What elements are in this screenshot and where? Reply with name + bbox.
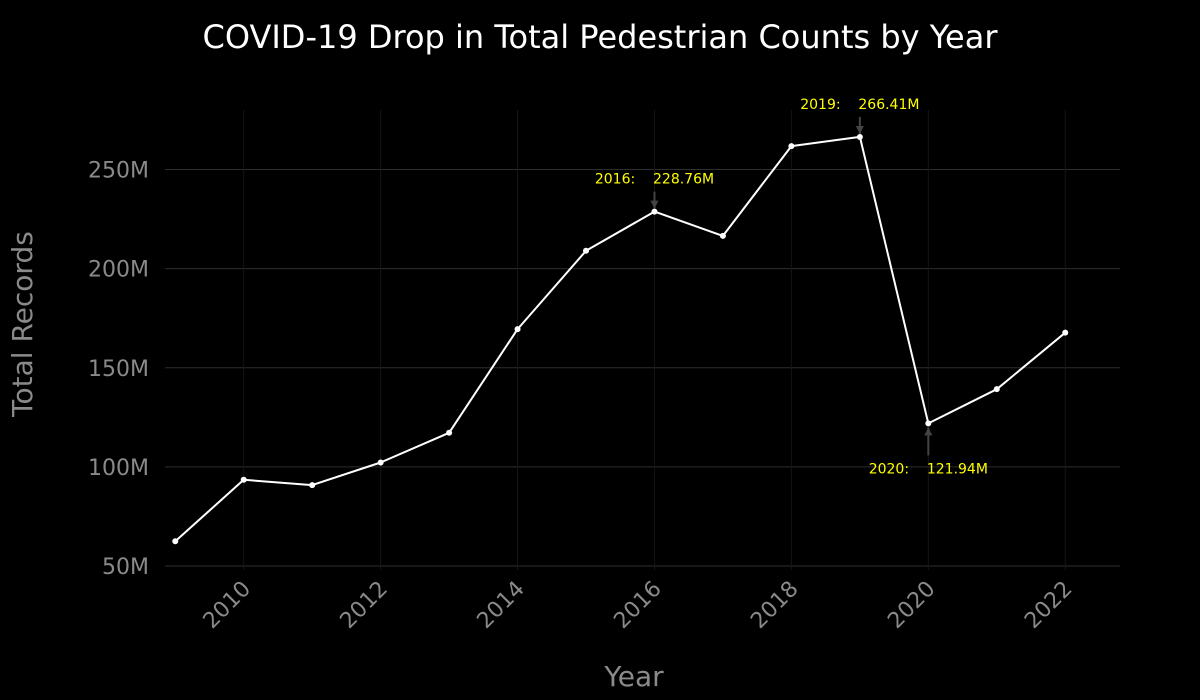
data-point	[583, 247, 590, 254]
annotation-label: 2019: 266.41M	[800, 97, 919, 113]
data-points	[172, 133, 1069, 545]
y-tick-label: 100M	[88, 456, 149, 481]
series-line-layer	[174, 135, 1066, 543]
y-axis-title: Total Records	[6, 231, 39, 418]
data-point	[788, 143, 795, 150]
annotation-label: 2020: 121.94M	[869, 461, 988, 477]
data-point	[1062, 329, 1069, 336]
data-point	[651, 208, 658, 215]
annotation-arrowhead	[924, 427, 933, 436]
data-point	[240, 476, 247, 483]
data-point	[719, 232, 726, 239]
data-point	[856, 133, 863, 140]
annotation-arrowhead	[855, 125, 864, 134]
chart-title: COVID-19 Drop in Total Pedestrian Counts…	[203, 18, 999, 56]
data-point	[514, 326, 521, 333]
x-axis-title: Year	[603, 660, 664, 693]
y-tick-label: 200M	[88, 258, 149, 283]
gridlines	[165, 110, 1120, 570]
y-tick-label: 50M	[102, 555, 149, 580]
series-line	[174, 135, 1066, 543]
data-point	[446, 429, 453, 436]
annotation-arrowhead	[650, 200, 659, 209]
annotations: 2016: 228.76M 2019: 266.41M 2020: 121.94M	[595, 97, 988, 477]
y-tick-label: 250M	[88, 158, 149, 183]
y-axis-ticks: 50M 100M 150M 200M 250M	[88, 158, 149, 580]
annotation-label: 2016: 228.76M	[595, 172, 714, 188]
data-point	[309, 482, 316, 489]
y-tick-label: 150M	[88, 357, 149, 382]
data-point	[925, 420, 932, 427]
data-point	[377, 459, 384, 466]
data-point	[172, 538, 179, 545]
data-point	[993, 386, 1000, 393]
